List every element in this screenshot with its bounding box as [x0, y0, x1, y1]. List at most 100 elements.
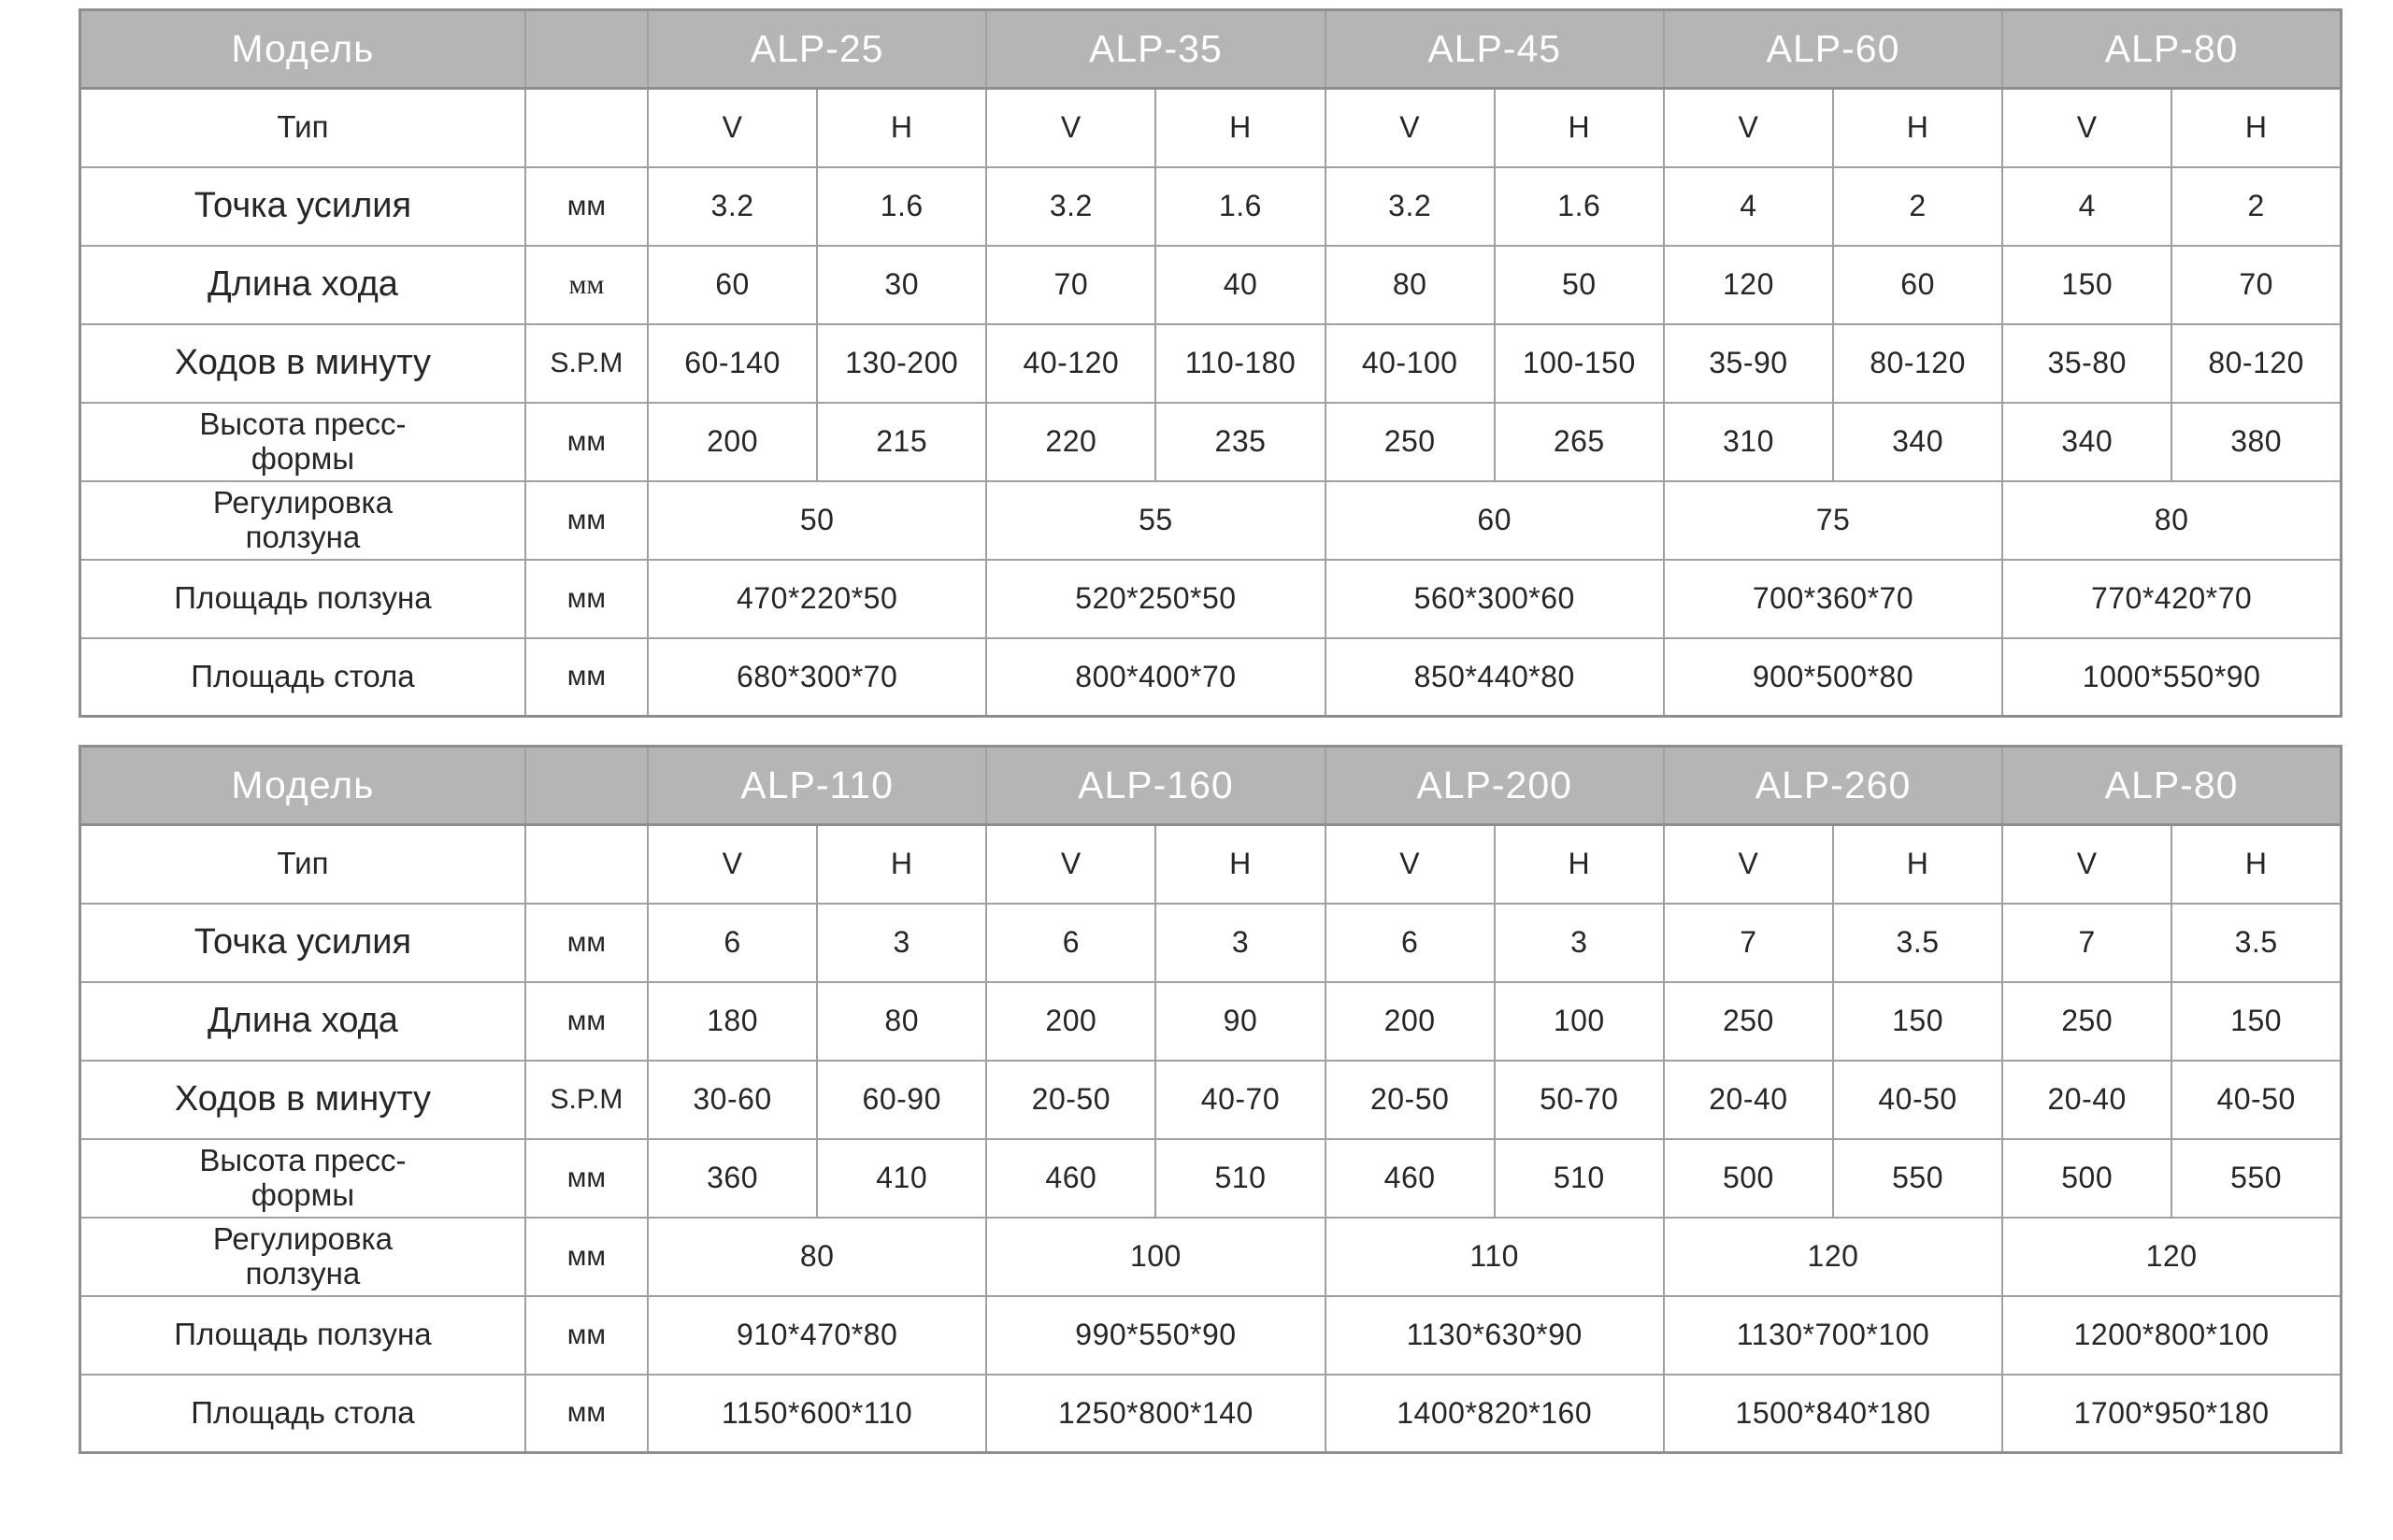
- spec-row: Высота пресс- формы мм 360 410 460 510 460 510 5…: [79, 1137, 2343, 1219]
- spec-value-cell: 100: [985, 1216, 1326, 1297]
- model-header-cell-2: ALP-160: [985, 745, 1326, 826]
- spec-value-cell: 340: [1831, 401, 2004, 482]
- unit-cell: мм: [523, 558, 649, 639]
- spec-value-cell: 500: [1662, 1137, 1834, 1219]
- spec-value-cell: 80: [646, 1216, 988, 1297]
- spec-value-cell: 2: [2171, 165, 2343, 247]
- spec-value-cell: 200: [985, 980, 1157, 1062]
- spec-value-cell: 1400*820*160: [1324, 1373, 1665, 1454]
- spec-table-2: Модель ALP-110 ALP-160 ALP-200 ALP-260 ALP-80…: [79, 745, 2343, 1454]
- spec-value-cell: 110-180: [1154, 322, 1326, 404]
- spec-value-cell: 220: [985, 401, 1157, 482]
- spec-value-cell: 550: [2171, 1137, 2343, 1219]
- row-label-cell: Ходов в минуту: [79, 1059, 526, 1140]
- model-header-cell-1: ALP-110: [646, 745, 988, 826]
- spec-value-cell: 3: [816, 902, 988, 983]
- spec-row: Тип V H V H V H V H V H: [79, 823, 2343, 905]
- spec-value-cell: V: [2001, 823, 2173, 905]
- spec-row: Площадь стола мм 1150*600*110 1250*800*140 1…: [79, 1373, 2343, 1454]
- spec-value-cell: 150: [1831, 980, 2004, 1062]
- row-label-cell: Тип: [79, 823, 526, 905]
- spec-row: Высота пресс- формы мм 200 215 220 235 250 265 3…: [79, 401, 2343, 482]
- spec-value-cell: 80: [816, 980, 988, 1062]
- spec-value-cell: 80-120: [2171, 322, 2343, 404]
- row-label-cell: Регулировка ползуна: [79, 479, 526, 561]
- unit-cell: S.P.M: [523, 322, 649, 404]
- spec-value-cell: 120: [1662, 244, 1835, 325]
- spec-value-cell: V: [985, 823, 1157, 905]
- unit-cell: мм: [523, 1294, 649, 1376]
- spec-value-cell: 60-140: [646, 322, 819, 404]
- spec-value-cell: 3: [1154, 902, 1326, 983]
- spec-value-cell: 460: [1324, 1137, 1496, 1219]
- spec-value-cell: 150: [2171, 980, 2343, 1062]
- spec-value-cell: 35-90: [1662, 322, 1835, 404]
- spec-value-cell: 55: [985, 479, 1326, 561]
- spec-value-cell: 40-50: [2171, 1059, 2343, 1140]
- spec-row: Точка усилия мм 3.2 1.6 3.2 1.6 3.2 1.6 4 2 4 2: [79, 165, 2343, 247]
- spec-value-cell: V: [646, 823, 819, 905]
- model-header-cell-4: ALP-260: [1662, 745, 2004, 826]
- spec-value-cell: V: [985, 87, 1157, 168]
- spec-value-cell: 90: [1154, 980, 1326, 1062]
- unit-cell: мм: [523, 165, 649, 247]
- spec-value-cell: 510: [1493, 1137, 1665, 1219]
- spec-value-cell: 50: [646, 479, 988, 561]
- row-label-cell: Площадь стола: [79, 636, 526, 718]
- unit-cell: [523, 823, 649, 905]
- model-header-row: Модель ALP-110 ALP-160 ALP-200 ALP-260 ALP-80: [79, 745, 2343, 826]
- spec-value-cell: 3.2: [1324, 165, 1496, 247]
- row-label-cell: Регулировка ползуна: [79, 1216, 526, 1297]
- spec-value-cell: 235: [1154, 401, 1326, 482]
- spec-value-cell: 460: [985, 1137, 1157, 1219]
- spec-row: Длина хода мм 60 30 70 40 80 50 120 60 150 70: [79, 244, 2343, 325]
- spec-value-cell: 60: [646, 244, 819, 325]
- spec-value-cell: H: [1831, 823, 2004, 905]
- unit-cell: мм: [523, 1137, 649, 1219]
- spec-value-cell: 60: [1324, 479, 1665, 561]
- spec-value-cell: 60-90: [816, 1059, 988, 1140]
- spec-value-cell: 20-40: [1662, 1059, 1834, 1140]
- spec-value-cell: 20-40: [2001, 1059, 2173, 1140]
- unit-cell: мм: [523, 1373, 649, 1454]
- spec-row: Регулировка ползуна мм 80 100 110 120 120: [79, 1216, 2343, 1297]
- spec-value-cell: 80-120: [1831, 322, 2004, 404]
- spec-value-cell: 200: [646, 401, 819, 482]
- spec-value-cell: V: [1662, 87, 1835, 168]
- spec-value-cell: 1700*950*180: [2001, 1373, 2343, 1454]
- spec-row: Точка усилия мм 6 3 6 3 6 3 7 3.5 7 3.5: [79, 902, 2343, 983]
- spec-value-cell: 3.5: [1831, 902, 2004, 983]
- spec-value-cell: H: [1493, 823, 1665, 905]
- spec-value-cell: 1250*800*140: [985, 1373, 1326, 1454]
- spec-value-cell: 70: [2171, 244, 2343, 325]
- spec-value-cell: 70: [985, 244, 1157, 325]
- unit-cell: [523, 87, 649, 168]
- spec-value-cell: V: [1324, 823, 1496, 905]
- spec-value-cell: 6: [646, 902, 819, 983]
- spec-row: Площадь ползуна мм 910*470*80 990*550*90 113…: [79, 1294, 2343, 1376]
- spec-value-cell: H: [1154, 823, 1326, 905]
- spec-value-cell: H: [1831, 87, 2004, 168]
- spec-value-cell: 560*300*60: [1324, 558, 1665, 639]
- spec-value-cell: 6: [985, 902, 1157, 983]
- spec-value-cell: 1000*550*90: [2001, 636, 2343, 718]
- spec-value-cell: 50-70: [1493, 1059, 1665, 1140]
- spec-value-cell: 850*440*80: [1324, 636, 1665, 718]
- tables-container: Модель ALP-25 ALP-35 ALP-45 ALP-60 ALP-80 Тип V…: [79, 8, 2343, 1454]
- spec-row: Тип V H V H V H V H V H: [79, 87, 2343, 168]
- spec-value-cell: 1130*700*100: [1662, 1294, 2004, 1376]
- spec-row: Ходов в минуту S.P.M 30-60 60-90 20-50 40-70 2…: [79, 1059, 2343, 1140]
- spec-value-cell: 120: [1662, 1216, 2004, 1297]
- spec-value-cell: 250: [2001, 980, 2173, 1062]
- spec-value-cell: 910*470*80: [646, 1294, 988, 1376]
- spec-value-cell: 40: [1154, 244, 1326, 325]
- row-label-cell: Точка усилия: [79, 165, 526, 247]
- spec-value-cell: 150: [2001, 244, 2173, 325]
- spec-value-cell: V: [646, 87, 819, 168]
- spec-value-cell: H: [816, 823, 988, 905]
- model-header-cell-1: ALP-25: [646, 8, 988, 90]
- spec-value-cell: 20-50: [985, 1059, 1157, 1140]
- spec-value-cell: 550: [1831, 1137, 2004, 1219]
- spec-value-cell: 100-150: [1493, 322, 1665, 404]
- spec-value-cell: 130-200: [816, 322, 988, 404]
